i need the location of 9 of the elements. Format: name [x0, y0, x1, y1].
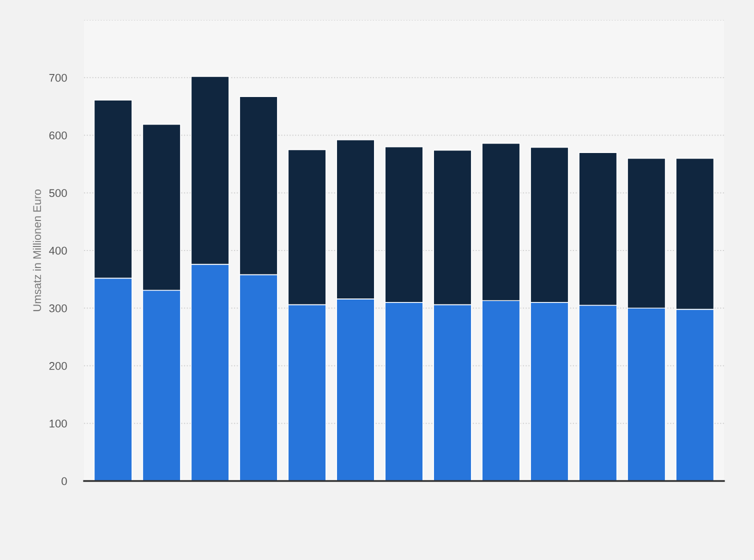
y-tick-label: 700: [49, 74, 67, 82]
y-tick-label: 100: [50, 420, 67, 428]
y-tick-label: 500: [49, 189, 67, 198]
y-tick-label: 400: [49, 246, 67, 255]
y-axis-title: Umsatz in Millionen Euro: [32, 190, 42, 312]
y-tick-label: 300: [49, 304, 67, 312]
y-tick-label: 0: [62, 477, 67, 486]
y-tick-label: 200: [49, 362, 67, 370]
y-tick-label: 600: [49, 132, 67, 140]
